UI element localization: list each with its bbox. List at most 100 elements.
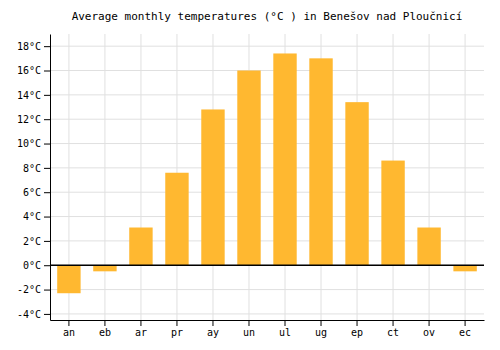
x-tick-mark <box>140 320 141 326</box>
x-tick-mark <box>285 320 286 326</box>
y-tick-label: -4°C <box>17 309 41 320</box>
y-tick-label: 8°C <box>23 163 41 174</box>
x-axis-line <box>51 320 485 321</box>
x-tick-mark <box>248 320 249 326</box>
bar <box>129 228 152 266</box>
chart: -4°C-2°C0°C2°C4°C6°C8°C10°C12°C14°C16°C1… <box>0 0 500 350</box>
x-tick-label: pr <box>171 327 183 338</box>
x-tick-label: ay <box>207 327 219 338</box>
x-tick-label: ul <box>279 327 291 338</box>
bar <box>273 53 296 265</box>
y-tick-mark <box>44 290 50 291</box>
x-tick-label: ct <box>387 327 399 338</box>
x-tick-label: ep <box>351 327 363 338</box>
y-tick-mark <box>44 119 50 120</box>
y-tick-mark <box>44 46 50 47</box>
bar <box>417 228 440 266</box>
grid-line <box>50 192 484 193</box>
y-tick-label: 14°C <box>17 90 41 101</box>
bar <box>201 109 224 265</box>
y-tick-label: 18°C <box>17 41 41 52</box>
bar <box>345 102 368 265</box>
y-tick-label: 0°C <box>23 260 41 271</box>
bar <box>453 265 476 271</box>
grid-line <box>50 94 484 95</box>
x-tick-mark <box>212 320 213 326</box>
x-tick-mark <box>176 320 177 326</box>
y-axis: -4°C-2°C0°C2°C4°C6°C8°C10°C12°C14°C16°C1… <box>17 35 51 321</box>
y-tick-mark <box>44 71 50 72</box>
y-tick-mark <box>44 217 50 218</box>
x-tick: ep <box>351 320 363 338</box>
x-tick-label: un <box>243 327 255 338</box>
y-tick: -4°C <box>17 309 50 320</box>
x-tick-label: eb <box>99 327 111 338</box>
grid-line <box>50 313 484 314</box>
y-tick: 2°C <box>23 236 50 247</box>
grid-line <box>50 216 484 217</box>
grid-line <box>465 34 466 320</box>
grid-line <box>50 46 484 47</box>
x-tick-label: ov <box>423 327 435 338</box>
x-tick-label: ar <box>135 327 147 338</box>
y-tick: -2°C <box>17 284 50 295</box>
bar <box>237 71 260 266</box>
y-tick: 12°C <box>17 114 50 125</box>
x-tick-mark <box>429 320 430 326</box>
y-tick: 16°C <box>17 65 50 76</box>
y-tick-label: 10°C <box>17 138 41 149</box>
y-tick: 18°C <box>17 41 50 52</box>
title: Average monthly temperatures (°C ) in Be… <box>72 10 463 23</box>
plot: -4°C-2°C0°C2°C4°C6°C8°C10°C12°C14°C16°C1… <box>17 34 485 338</box>
x-tick-mark <box>68 320 69 326</box>
x-tick: ct <box>387 320 399 338</box>
grid-line <box>50 289 484 290</box>
bar <box>93 265 116 271</box>
x-tick: eb <box>99 320 111 338</box>
y-tick-mark <box>44 241 50 242</box>
x-tick: ov <box>423 320 435 338</box>
y-tick: 8°C <box>23 163 50 174</box>
bar <box>381 161 404 266</box>
y-tick-mark <box>44 265 50 266</box>
y-tick: 4°C <box>23 211 50 222</box>
x-tick-mark <box>321 320 322 326</box>
bar <box>57 265 80 293</box>
x-tick: pr <box>171 320 183 338</box>
y-tick-label: 2°C <box>23 236 41 247</box>
x-tick: ay <box>207 320 219 338</box>
x-tick: ul <box>279 320 291 338</box>
x-tick: ar <box>135 320 147 338</box>
y-tick: 10°C <box>17 138 50 149</box>
grid-line <box>50 167 484 168</box>
y-tick: 0°C <box>23 260 50 271</box>
y-axis-line <box>50 35 51 321</box>
y-tick-mark <box>44 192 50 193</box>
y-tick-mark <box>44 95 50 96</box>
grid-line <box>50 265 484 266</box>
x-tick-mark <box>465 320 466 326</box>
grid-line <box>104 34 105 320</box>
x-tick-mark <box>104 320 105 326</box>
y-tick-label: -2°C <box>17 284 41 295</box>
bars <box>50 53 484 293</box>
x-tick-mark <box>393 320 394 326</box>
y-tick-mark <box>44 144 50 145</box>
x-tick: ug <box>315 320 327 338</box>
x-tick-label: ug <box>315 327 327 338</box>
x-tick-mark <box>357 320 358 326</box>
y-tick-mark <box>44 168 50 169</box>
y-tick-label: 16°C <box>17 65 41 76</box>
bar <box>309 58 332 265</box>
grid-line <box>50 119 484 120</box>
bar <box>165 173 188 265</box>
y-tick: 14°C <box>17 90 50 101</box>
grid-line <box>140 34 141 320</box>
x-tick-label: ec <box>459 327 471 338</box>
x-tick: an <box>63 320 75 338</box>
x-tick-label: an <box>63 327 75 338</box>
x-tick: un <box>243 320 255 338</box>
x-tick: ec <box>459 320 471 338</box>
grid-line <box>50 70 484 71</box>
x-axis: an eb ar pr ay un ul ug ep ct ov ec <box>51 320 485 338</box>
